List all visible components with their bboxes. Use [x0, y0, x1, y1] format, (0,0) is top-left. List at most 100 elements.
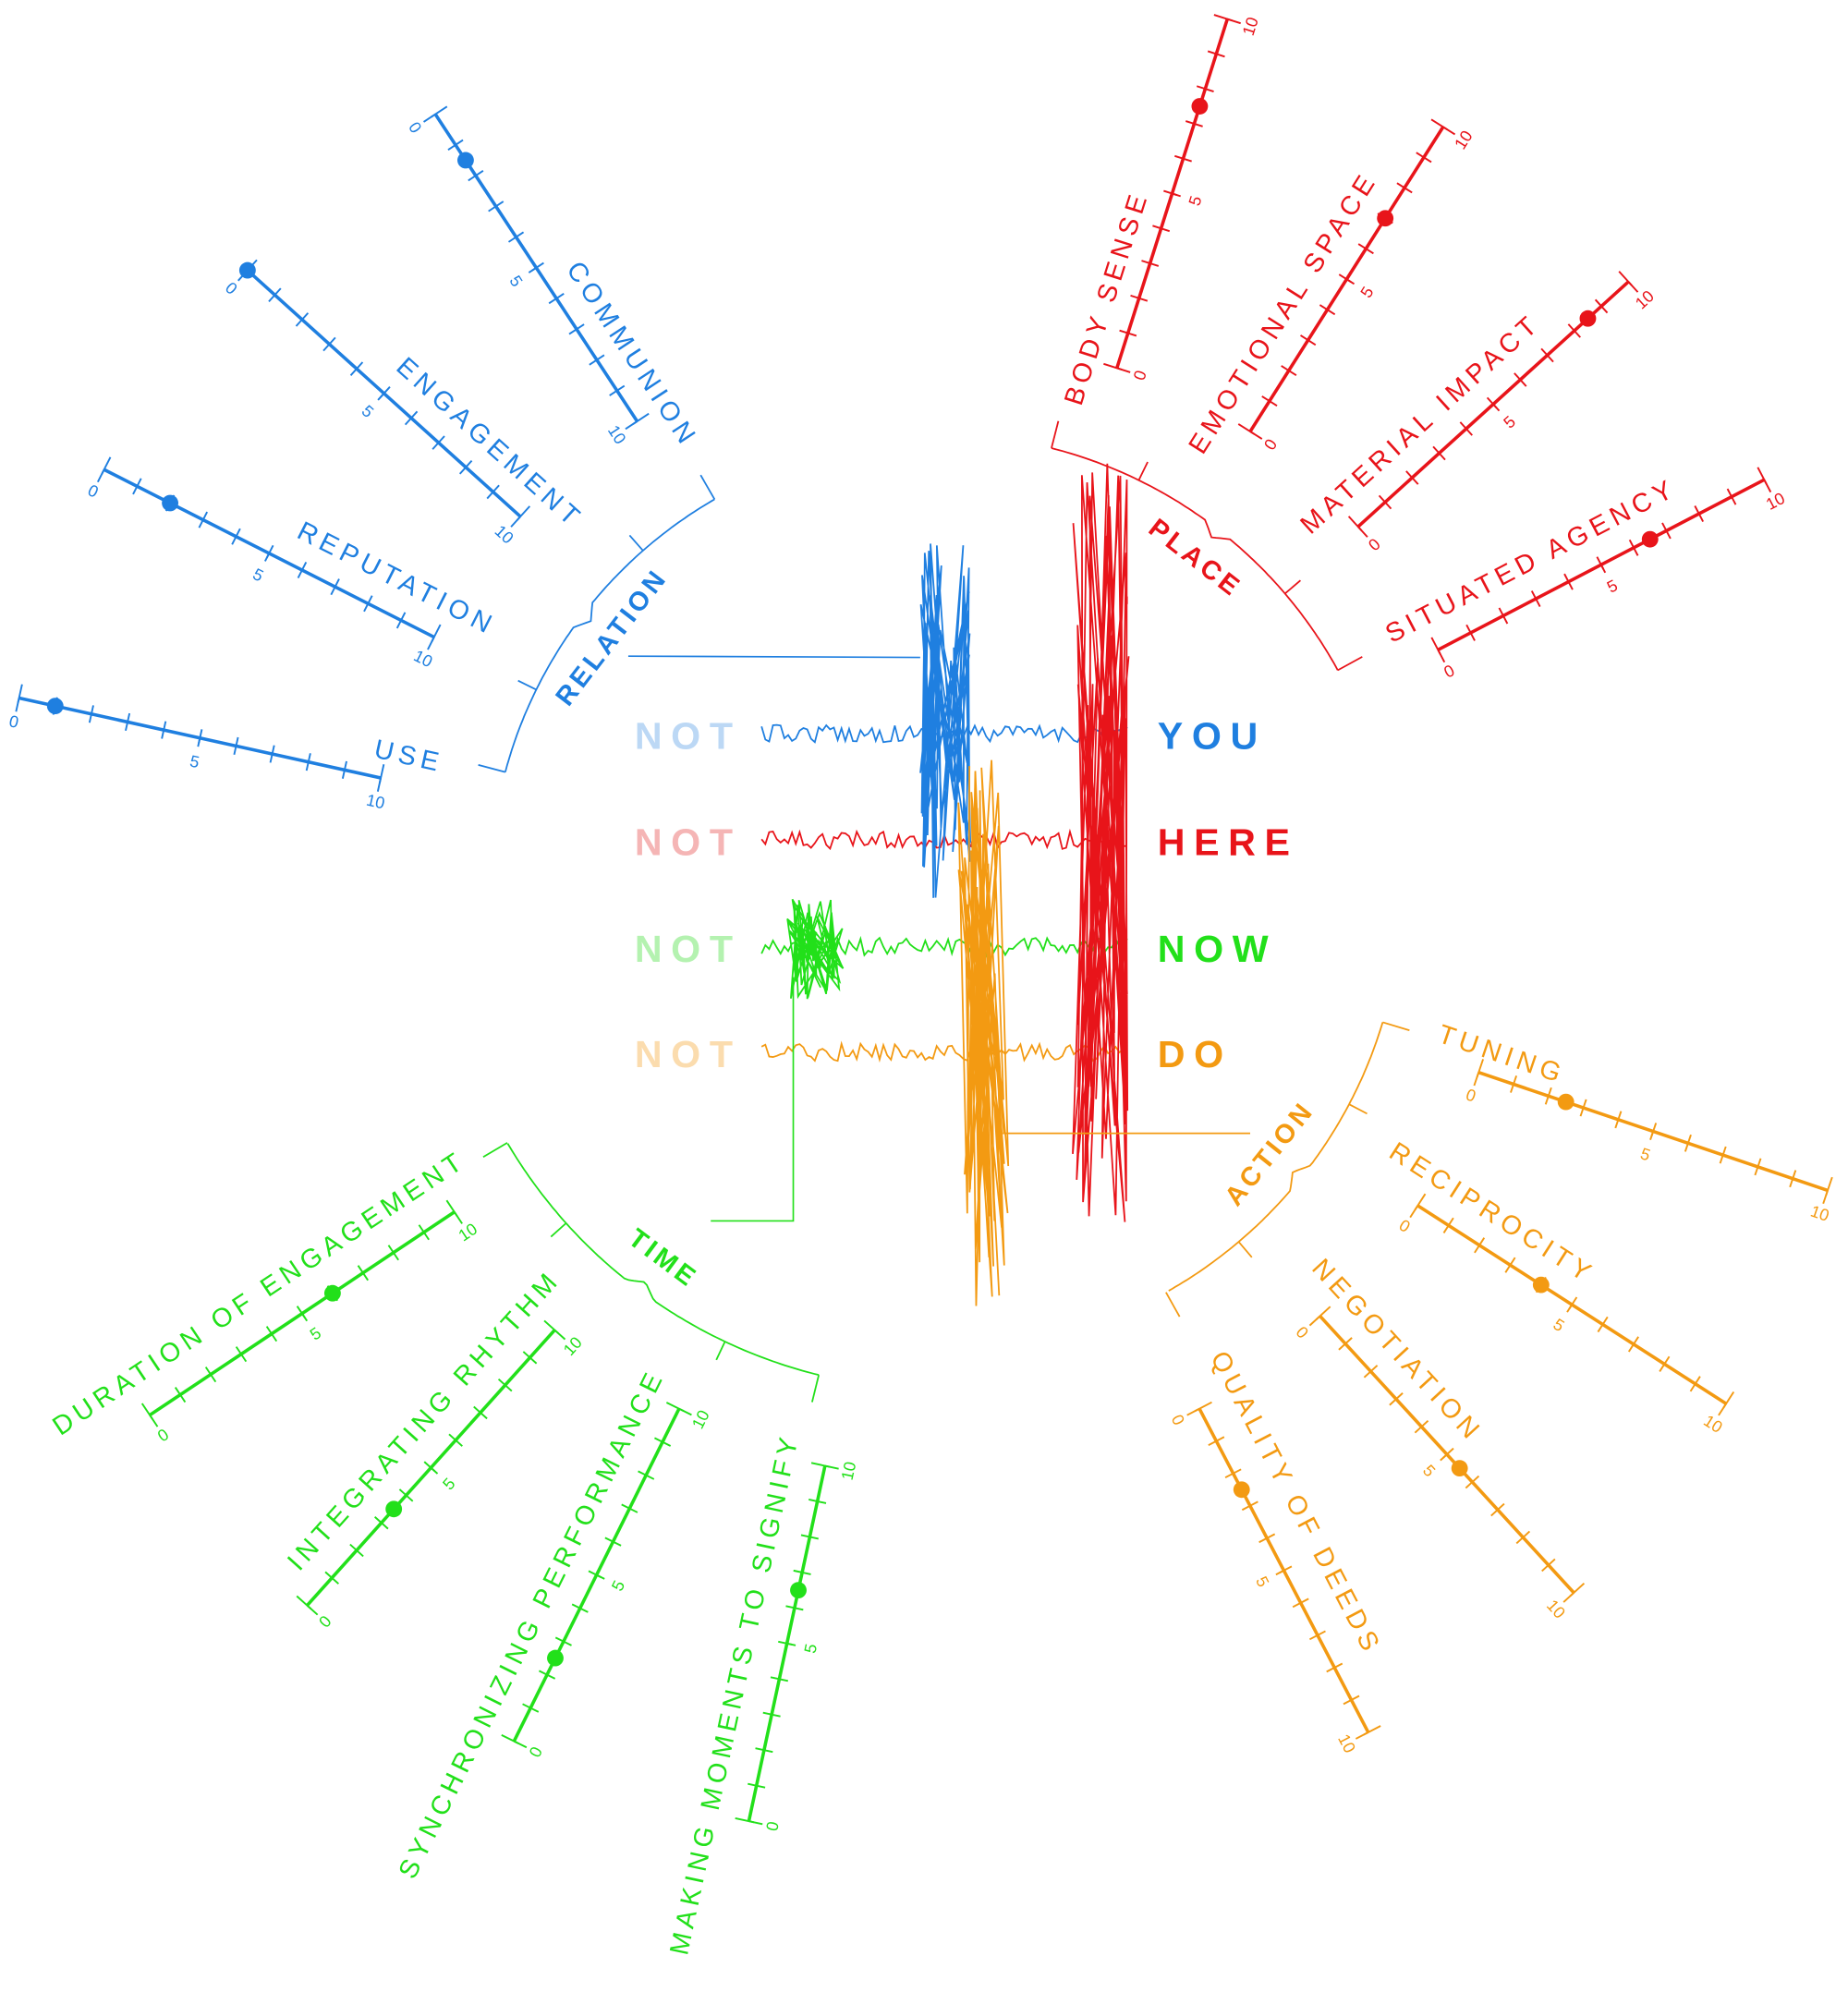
waveform [760, 1040, 1128, 1063]
minor-tick [528, 261, 544, 273]
minor-tick [265, 1326, 278, 1342]
minor-tick [1726, 488, 1737, 505]
minor-tick [1338, 1337, 1353, 1351]
minor-tick [1789, 1170, 1797, 1188]
tick-label: 5 [800, 1642, 821, 1655]
minor-tick [1261, 395, 1278, 407]
not-word: NOT [635, 821, 742, 864]
minor-tick [1719, 1146, 1727, 1164]
minor-tick [268, 287, 282, 303]
minor-tick [432, 435, 445, 450]
minor-tick [1465, 1475, 1480, 1489]
minor-tick [235, 1346, 248, 1363]
bracket-divider [1348, 1103, 1368, 1115]
minor-tick [1241, 1500, 1258, 1512]
tick-label: 0 [762, 1820, 783, 1833]
tick-mark [1569, 1592, 1574, 1597]
signal-burst [1072, 463, 1130, 1222]
bracket-end [1337, 656, 1363, 672]
minor-tick [297, 562, 308, 579]
value-dot [1377, 210, 1394, 227]
minor-tick [1343, 1694, 1360, 1706]
minor-tick [349, 1543, 364, 1558]
axis-name: RECIPROCITY [1384, 1136, 1600, 1290]
minor-tick [125, 712, 131, 732]
axis-name: SYNCHRONIZING PERFORMANCE [393, 1365, 670, 1884]
tick-mark [678, 1407, 685, 1412]
value-dot [1557, 1093, 1574, 1111]
minor-tick [1490, 1502, 1505, 1517]
tick-mark [101, 468, 105, 475]
minor-tick [373, 1516, 389, 1530]
value-dot [1451, 1460, 1468, 1477]
tick-label: 10 [1239, 15, 1262, 38]
minor-tick [1208, 1436, 1225, 1447]
value-dot [790, 1582, 807, 1599]
tick-mark [1116, 367, 1123, 370]
tick-label: 10 [604, 422, 630, 448]
bracket-divider [1237, 1241, 1253, 1258]
tick-mark [431, 113, 436, 118]
value-dot [1579, 310, 1597, 327]
tick-mark [380, 393, 385, 398]
tick-mark [431, 637, 435, 642]
tick-label: 10 [455, 1220, 480, 1245]
tick-label: 5 [1252, 1573, 1272, 1590]
minor-tick [1430, 118, 1456, 136]
minor-tick [1389, 1392, 1404, 1406]
minor-tick [554, 1636, 572, 1646]
tick-label: 5 [307, 1323, 324, 1343]
minor-tick [269, 745, 275, 763]
minor-tick [1530, 590, 1541, 608]
tick-mark [632, 420, 638, 425]
bracket-end [811, 1374, 821, 1403]
value-dot [456, 152, 474, 169]
value-dot [1641, 530, 1659, 548]
tick-label: 0 [526, 1743, 546, 1760]
minor-tick [468, 170, 484, 182]
minor-tick [604, 1537, 622, 1547]
group-label: TIME [623, 1223, 704, 1294]
tick-label: 0 [1130, 368, 1150, 383]
minor-tick [447, 139, 464, 151]
minor-tick [1628, 539, 1639, 556]
tick-mark [596, 1573, 602, 1578]
not-word: NOT [635, 714, 742, 757]
tick-label: 5 [359, 402, 378, 422]
minor-tick [762, 1711, 781, 1718]
connector [627, 655, 920, 659]
minor-tick [1119, 329, 1137, 337]
minor-tick [621, 1503, 638, 1513]
minor-tick [349, 361, 364, 376]
bracket-divider [715, 1341, 726, 1361]
tick-mark [1722, 1403, 1727, 1409]
minor-tick [1185, 120, 1203, 128]
center-word: HERE [1158, 821, 1299, 864]
minor-tick [132, 478, 142, 495]
connector [711, 977, 795, 1222]
tick-mark [1442, 1453, 1448, 1459]
tick-mark [1315, 1315, 1321, 1320]
tick-mark [198, 737, 201, 744]
minor-tick [755, 1747, 773, 1754]
signal-burst [786, 898, 845, 1000]
tick-mark [1357, 526, 1363, 531]
tick-label: 0 [1260, 435, 1281, 453]
minor-tick [785, 1605, 804, 1611]
minor-tick [748, 1782, 766, 1789]
minor-tick [398, 1488, 414, 1502]
tick-label: 5 [608, 1577, 628, 1594]
tick-label: 0 [7, 711, 20, 732]
minor-tick [497, 1379, 513, 1392]
tick-mark [1599, 564, 1605, 570]
bracket-divider [628, 534, 644, 552]
tick-label: 5 [1419, 1461, 1439, 1480]
signal-burst [957, 759, 1010, 1306]
minor-tick [330, 578, 340, 596]
minor-tick [1510, 1075, 1518, 1093]
minor-tick [589, 354, 605, 366]
minor-tick [473, 1405, 488, 1420]
minor-tick [510, 505, 531, 528]
axis-name: INTEGRATING RHYTHM [282, 1265, 566, 1577]
minor-tick [1541, 1558, 1556, 1573]
